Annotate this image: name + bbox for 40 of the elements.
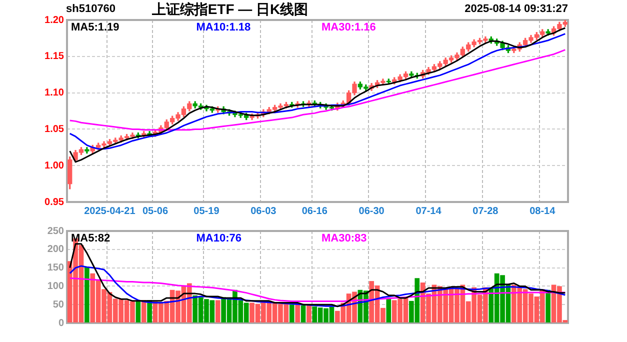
text: MA30:83 <box>322 232 367 245</box>
text: MA10:1.18 <box>196 22 251 34</box>
y-tick-label: 0 <box>58 318 64 329</box>
text: MA5:1.19 <box>71 22 120 34</box>
y-tick-label: 1.05 <box>44 124 64 135</box>
bar <box>84 266 90 322</box>
chart-title: 上证综指ETF — 日K线图 <box>152 1 308 17</box>
x-tick-label: 06-16 <box>302 206 328 217</box>
y-tick-label: 50 <box>52 299 64 310</box>
bar <box>306 304 312 322</box>
x-tick-label: 06-03 <box>250 206 276 217</box>
bar <box>295 304 300 322</box>
bar <box>136 301 141 322</box>
bar <box>386 299 392 322</box>
y-tick-label: 0.95 <box>44 196 64 208</box>
x-tick-label: 2025-04-21 <box>84 206 136 217</box>
text: MA30:1.16 <box>322 22 376 34</box>
x-tick-label: 05-19 <box>194 206 220 217</box>
y-tick-label: 1.20 <box>44 14 64 26</box>
bar <box>300 305 306 322</box>
bar <box>289 304 294 322</box>
x-tick-label: 07-14 <box>416 206 442 217</box>
y-tick-label: 150 <box>47 262 64 274</box>
x-tick-label: 08-14 <box>530 206 556 217</box>
x-tick-label: 07-28 <box>472 206 498 217</box>
x-tick-label: 05-06 <box>142 206 168 217</box>
series-label: MA5:82 <box>71 232 110 245</box>
text: 2025-08-14 09:31:27 <box>464 3 568 15</box>
y-tick-label: 100 <box>47 280 64 292</box>
y-tick-label: 1.00 <box>44 160 64 172</box>
bar <box>546 290 550 322</box>
y-tick-label: 1.15 <box>44 51 64 62</box>
y-tick-label: 1.10 <box>44 88 64 99</box>
y-tick-label: 200 <box>47 244 64 256</box>
text: MA10:76 <box>196 232 242 245</box>
bar <box>215 300 220 322</box>
y-tick-label: 250 <box>47 226 64 237</box>
bar <box>141 300 146 322</box>
text: sh510760 <box>66 3 116 15</box>
x-tick-label: 06-30 <box>358 206 384 217</box>
